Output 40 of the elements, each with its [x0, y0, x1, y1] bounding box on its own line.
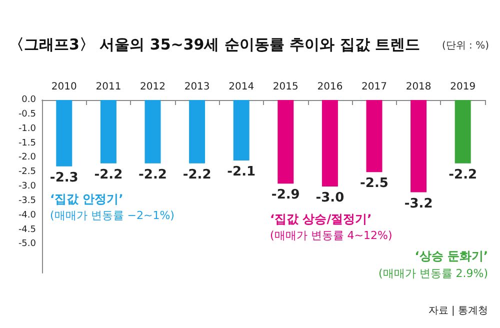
data-label: -2.2: [138, 167, 167, 182]
y-tick-label: -4.5: [18, 224, 36, 235]
y-tick-label: -4.0: [18, 210, 36, 220]
text: 자료 | 통계청: [428, 306, 488, 316]
data-label: -2.5: [360, 176, 388, 192]
annotation: (매매가 변동률 −2~1%): [50, 209, 174, 222]
annotation: (매매가 변동률 2.9%): [378, 267, 488, 280]
y-tick-label: -3.5: [18, 196, 36, 206]
y-tick-label: -5.0: [18, 239, 36, 250]
x-tick-label: 2013: [184, 82, 210, 92]
x-tick-label: 2017: [362, 82, 387, 92]
data-label: -2.2: [182, 167, 212, 182]
x-tick-label: 2018: [406, 82, 432, 92]
data-label: -2.3: [50, 170, 78, 186]
y-tick-label: -1.5: [18, 138, 36, 148]
y-tick-label: -0.5: [18, 109, 36, 120]
chart-title: 〈그래프3〉 서울의 35~39세 순이동률 추이와 집값 트렌드: [9, 36, 420, 54]
data-label: -2.1: [227, 164, 256, 180]
annotation: (매매가 변동률 4~12%): [270, 229, 392, 242]
y-tick-label: 0.0: [22, 95, 36, 105]
chart-subtitle: (단위 : %): [442, 40, 490, 52]
y-tick-label: -2.0: [18, 152, 36, 163]
x-tick-label: 2011: [96, 82, 122, 92]
x-tick-label: 2019: [450, 82, 476, 92]
annotation: ‘집값 상승/절정기’: [270, 212, 372, 226]
data-label: -2.2: [94, 167, 123, 182]
x-tick-label: 2012: [140, 82, 166, 92]
annotation: ‘집값 안정기’: [50, 192, 124, 206]
y-tick-label: -3.0: [18, 182, 36, 192]
data-label: -3.0: [316, 190, 344, 206]
y-tick-label: -1.0: [18, 124, 36, 134]
x-tick-label: 2010: [51, 82, 77, 92]
x-tick-label: 2014: [228, 82, 254, 92]
x-tick-label: 2016: [317, 82, 343, 92]
data-label: -2.2: [448, 167, 478, 182]
data-label: -2.9: [271, 188, 300, 203]
x-tick-label: 2015: [272, 82, 298, 92]
annotation: ‘상승 둔화기’: [414, 249, 488, 263]
data-label: -3.2: [404, 196, 433, 212]
y-tick-label: -2.5: [18, 167, 36, 178]
